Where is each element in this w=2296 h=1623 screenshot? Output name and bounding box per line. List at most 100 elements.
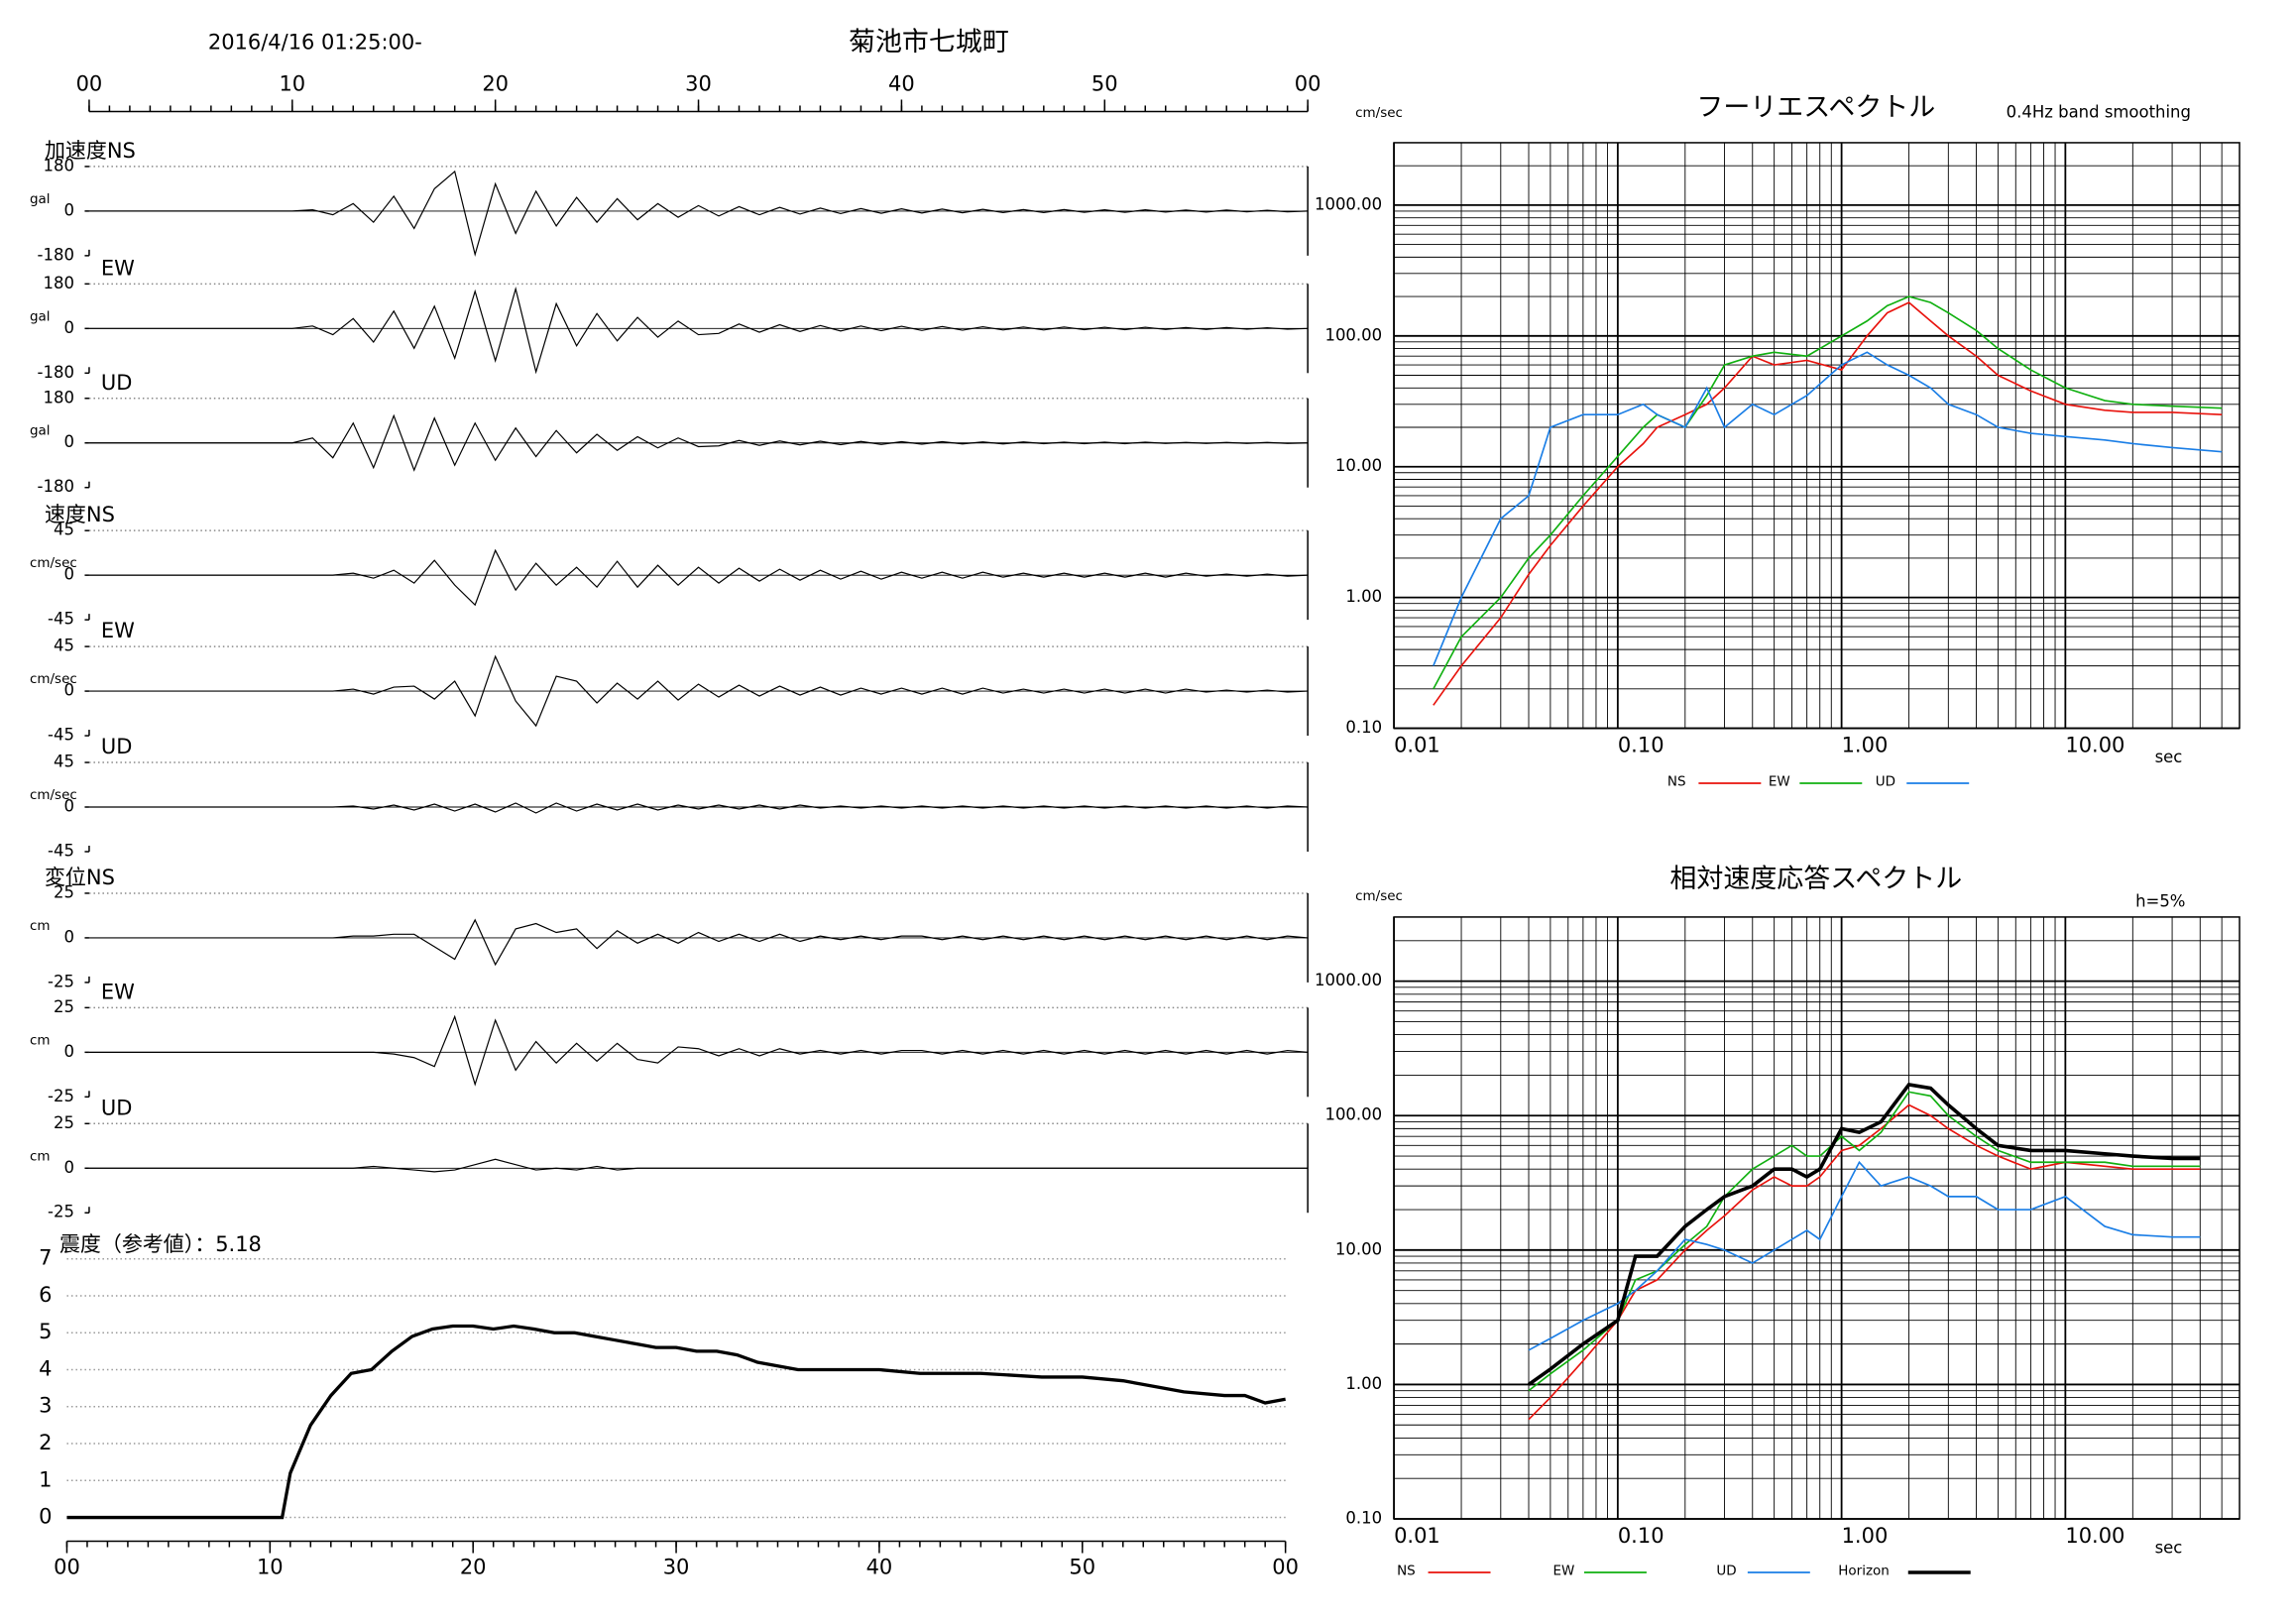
spectrum-line — [1528, 1103, 2201, 1421]
x-tick-label: 00 — [1272, 1556, 1299, 1579]
panel-label: EW — [101, 256, 135, 280]
y-tick-label: 0 — [63, 681, 73, 700]
fourier-title: フーリエスペクトル — [1696, 92, 1935, 123]
x-tick-label: 10.00 — [2065, 734, 2124, 757]
y-tick-label: 0 — [63, 1042, 73, 1061]
y-tick-label: 3 — [39, 1394, 52, 1418]
y-tick-label: 0 — [63, 927, 73, 946]
y-tick-label: 1 — [39, 1467, 52, 1491]
legend-label: Horizon — [1838, 1564, 1890, 1579]
y-tick-label: 25 — [54, 882, 74, 901]
y-tick-label: 1.00 — [1345, 1374, 1382, 1393]
panel-label: UD — [101, 735, 133, 758]
response-subtitle: h=5% — [2135, 891, 2185, 910]
panel-unit: cm — [30, 1032, 51, 1048]
y-tick-label: 0 — [63, 432, 73, 451]
intensity-title: 震度（参考値）：5.18 — [59, 1232, 262, 1256]
legend-label: EW — [1552, 1564, 1574, 1579]
fourier-subtitle: 0.4Hz band smoothing — [2007, 102, 2191, 121]
y-tick-label: 1000.00 — [1315, 971, 1382, 989]
panel-label: 変位NS — [45, 866, 115, 889]
x-tick-label: 0.01 — [1394, 1524, 1440, 1548]
y-tick-label: 4 — [39, 1356, 52, 1380]
y-tick-label: 180 — [44, 274, 74, 292]
spectrum-line — [1527, 1083, 2201, 1386]
panel-unit: gal — [30, 191, 51, 207]
y-tick-label: 45 — [54, 753, 74, 771]
y-tick-label: -180 — [38, 477, 74, 496]
y-tick-label: 0.10 — [1345, 1509, 1382, 1528]
y-tick-label: 0 — [63, 797, 73, 816]
x-tick-label: 20 — [482, 71, 509, 95]
legend-label: NS — [1397, 1564, 1416, 1579]
panel-label: 速度NS — [45, 503, 115, 526]
waveform — [88, 413, 1309, 472]
y-tick-label: -45 — [48, 841, 74, 860]
y-tick-label: -25 — [48, 972, 74, 990]
waveform — [88, 548, 1309, 607]
waveform — [88, 918, 1309, 967]
x-tick-label: 40 — [866, 1556, 893, 1579]
y-tick-label: 25 — [54, 1113, 74, 1132]
waveform — [88, 286, 1309, 375]
y-tick-label: -45 — [48, 610, 74, 629]
panel-unit: cm — [30, 1148, 51, 1164]
x-tick-label: 30 — [685, 71, 712, 95]
y-tick-label: 180 — [44, 156, 74, 174]
spectrum-line — [1528, 1160, 2201, 1351]
plot-frame — [1393, 142, 2240, 730]
x-tick-label: 50 — [1069, 1556, 1095, 1579]
start-time: 2016/4/16 01:25:00- — [208, 31, 422, 55]
y-tick-label: 100.00 — [1324, 1105, 1382, 1124]
y-tick-label: 0 — [39, 1505, 52, 1529]
x-tick-label: 10 — [279, 71, 305, 95]
plot-frame — [1393, 916, 2240, 1520]
y-tick-label: -45 — [48, 726, 74, 745]
intensity-line — [66, 1324, 1286, 1520]
panel-label: UD — [101, 1096, 133, 1119]
y-tick-label: 1000.00 — [1315, 194, 1382, 213]
y-tick-label: 7 — [39, 1246, 52, 1270]
x-tick-label: 30 — [663, 1556, 690, 1579]
y-tick-label: -180 — [38, 363, 74, 382]
y-tick-label: 100.00 — [1324, 325, 1382, 344]
panel-label: UD — [101, 371, 133, 395]
waveform — [88, 654, 1309, 728]
legend-label: EW — [1769, 774, 1790, 790]
panel-unit: cm/sec — [30, 671, 77, 687]
y-tick-label: 0.10 — [1345, 718, 1382, 737]
waveform — [88, 1014, 1309, 1087]
x-tick-label: 0.10 — [1618, 1524, 1665, 1548]
y-tick-label: 0 — [63, 200, 73, 219]
y-tick-label: 25 — [54, 997, 74, 1016]
response-y-label: cm/sec — [1355, 888, 1403, 904]
x-tick-label: 50 — [1091, 71, 1118, 95]
y-tick-label: 1.00 — [1345, 587, 1382, 606]
panel-label: EW — [101, 980, 135, 1003]
legend-label: NS — [1667, 774, 1686, 790]
y-tick-label: 2 — [39, 1431, 52, 1454]
x-tick-label: 0.01 — [1394, 734, 1440, 757]
fourier-y-label: cm/sec — [1355, 105, 1403, 121]
panel-unit: cm/sec — [30, 555, 77, 571]
waveform — [88, 170, 1309, 257]
panel-unit: gal — [30, 308, 51, 324]
legend-label: UD — [1876, 774, 1895, 790]
y-tick-label: 10.00 — [1335, 456, 1382, 475]
waveform — [88, 802, 1309, 814]
spectrum-line — [1433, 295, 2223, 690]
x-tick-label: 00 — [54, 1556, 80, 1579]
spectrum-line — [1433, 351, 2223, 666]
y-tick-label: 180 — [44, 388, 74, 406]
y-tick-label: 45 — [54, 637, 74, 655]
x-tick-label: 0.10 — [1618, 734, 1665, 757]
y-tick-label: 6 — [39, 1283, 52, 1307]
panel-label: 加速度NS — [45, 139, 136, 163]
response-title: 相対速度応答スペクトル — [1669, 864, 1962, 894]
panel-label: EW — [101, 619, 135, 642]
station-title: 菊池市七城町 — [849, 27, 1009, 58]
waveform — [88, 1158, 1309, 1173]
y-tick-label: 0 — [63, 1158, 73, 1177]
x-tick-label: 00 — [1295, 71, 1321, 95]
